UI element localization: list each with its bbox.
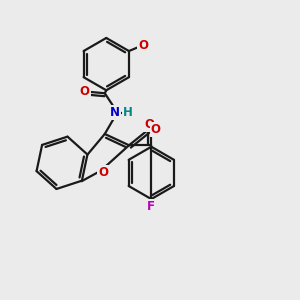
Text: H: H bbox=[123, 106, 133, 119]
Text: F: F bbox=[147, 200, 155, 213]
Text: O: O bbox=[151, 123, 161, 136]
Text: O: O bbox=[80, 85, 90, 98]
Text: O: O bbox=[138, 39, 148, 52]
Text: O: O bbox=[144, 118, 154, 131]
Text: N: N bbox=[110, 106, 120, 119]
Text: O: O bbox=[98, 166, 108, 179]
